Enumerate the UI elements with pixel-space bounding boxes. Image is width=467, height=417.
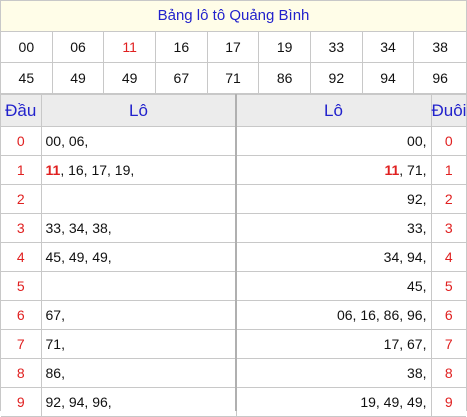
dau-cell: 4 [1,242,42,272]
dau-cell: 5 [1,271,42,301]
lo-values: 45, [407,278,427,294]
lo-values: 71, [45,336,65,352]
loto-header-row: Đầu Lô Lô Đuôi [1,94,466,127]
table-row: 7 71, 17, 67, 7 [1,329,466,359]
lo-values: 38, [407,365,427,381]
lo-values: 00, [407,133,427,149]
lo-values: 33, [407,220,427,236]
result-number: 67 [156,63,208,94]
table-row: 6 67, 06, 16, 86, 96, 6 [1,300,466,330]
lo-values: 92, [407,191,427,207]
lo-right-cell: 00, [235,126,432,156]
lo-values: 34, 94, [383,249,427,265]
result-number: 49 [52,63,105,94]
result-number: 11 [104,32,156,63]
header-dau: Đầu [1,94,42,127]
lo-values: , 71, [399,162,427,178]
header-lo-right: Lô [235,94,432,127]
result-number: 96 [414,63,466,94]
lo-right-cell: 17, 67, [235,329,432,359]
lo-right-cell: 34, 94, [235,242,432,272]
lo-values: 17, 67, [383,336,427,352]
result-number: 19 [259,32,311,63]
lo-right-cell: 33, [235,213,432,243]
duoi-cell: 0 [430,126,466,156]
loto-table: Đầu Lô Lô Đuôi 0 00, 06, 00, 0 1 11, 16, 17, … [1,94,466,417]
result-number: 00 [1,32,53,63]
header-lo-left: Lô [40,94,237,127]
result-number: 38 [414,32,466,63]
result-number: 17 [207,32,260,63]
table-row: 5 45, 5 [1,271,466,301]
table-row: 8 86, 38, 8 [1,358,466,388]
duoi-cell: 5 [430,271,466,301]
result-number: 92 [311,63,363,94]
dau-cell: 6 [1,300,42,330]
lo-values: 00, 06, [45,133,89,149]
lo-left-cell [40,184,237,214]
lo-left-cell: 33, 34, 38, [40,213,237,243]
duoi-cell: 6 [430,300,466,330]
dau-cell: 1 [1,155,42,185]
table-row: 1 11, 16, 17, 19, 11, 71, 1 [1,155,466,185]
lo-left-cell: 45, 49, 49, [40,242,237,272]
duoi-cell: 1 [430,155,466,185]
duoi-cell: 7 [430,329,466,359]
table-row: 0 00, 06, 00, 0 [1,126,466,156]
lo-right-cell: 19, 49, 49, [235,387,432,417]
result-number: 06 [52,32,105,63]
lo-left-cell: 67, [40,300,237,330]
result-number: 49 [104,63,156,94]
lo-values: 06, 16, 86, 96, [336,307,427,323]
dau-cell: 9 [1,387,42,417]
result-number: 86 [259,63,311,94]
header-duoi: Đuôi [430,94,466,127]
lo-right-cell: 38, [235,358,432,388]
lo-values: 86, [45,365,65,381]
result-numbers-grid: 00 06 11 16 17 19 33 34 38 45 49 49 67 71 86 92 94 96 [1,32,466,94]
result-number: 16 [156,32,208,63]
lo-values: 33, 34, 38, [45,220,112,236]
lo-values: , 16, 17, 19, [60,162,135,178]
dau-cell: 0 [1,126,42,156]
lo-left-cell: 92, 94, 96, [40,387,237,417]
duoi-cell: 3 [430,213,466,243]
table-row: 4 45, 49, 49, 34, 94, 4 [1,242,466,272]
lo-values: 19, 49, 49, [360,394,427,410]
lo-values: 92, 94, 96, [45,394,112,410]
duoi-cell: 9 [430,387,466,417]
lo-left-cell: 00, 06, [40,126,237,156]
highlighted-number: 11 [45,162,61,178]
lo-left-cell: 11, 16, 17, 19, [40,155,237,185]
column-divider [235,94,237,411]
result-number: 94 [362,63,415,94]
lo-right-cell: 92, [235,184,432,214]
lo-right-cell: 45, [235,271,432,301]
dau-cell: 2 [1,184,42,214]
lo-left-cell [40,271,237,301]
table-row: 9 92, 94, 96, 19, 49, 49, 9 [1,387,466,417]
table-title: Bảng lô tô Quảng Bình [1,1,466,32]
lo-left-cell: 71, [40,329,237,359]
dau-cell: 7 [1,329,42,359]
lo-values: 45, 49, 49, [45,249,112,265]
result-number: 71 [207,63,260,94]
result-number: 33 [311,32,363,63]
lo-right-cell: 06, 16, 86, 96, [235,300,432,330]
highlighted-number: 11 [384,162,400,178]
duoi-cell: 4 [430,242,466,272]
duoi-cell: 2 [430,184,466,214]
table-row: 3 33, 34, 38, 33, 3 [1,213,466,243]
lo-right-cell: 11, 71, [235,155,432,185]
lo-left-cell: 86, [40,358,237,388]
table-row: 2 92, 2 [1,184,466,214]
result-number: 45 [1,63,53,94]
dau-cell: 8 [1,358,42,388]
dau-cell: 3 [1,213,42,243]
duoi-cell: 8 [430,358,466,388]
result-number: 34 [362,32,415,63]
lo-values: 67, [45,307,65,323]
